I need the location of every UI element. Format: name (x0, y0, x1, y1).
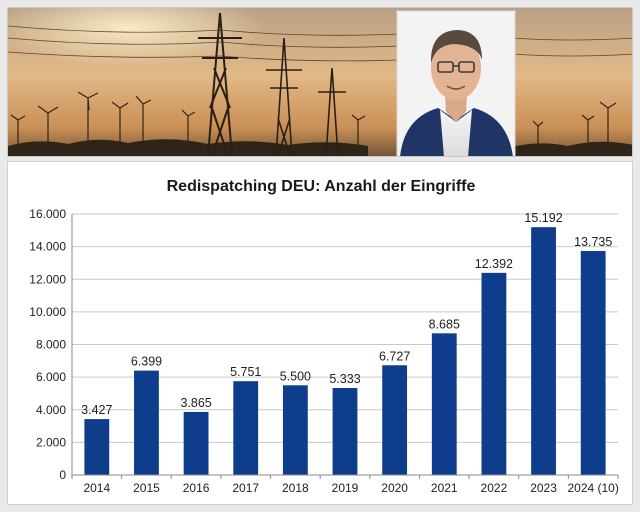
chart-panel: Redispatching DEU: Anzahl der Eingriffe … (7, 161, 633, 505)
wind-turbine-icon (10, 91, 617, 156)
bar-2018 (282, 385, 308, 475)
pylon-icon (198, 12, 242, 156)
portrait-photo (396, 10, 516, 156)
x-tick-label: 2022 (481, 481, 508, 495)
bar-2021 (431, 333, 457, 475)
y-tick-label: 16.000 (29, 207, 66, 221)
value-labels: 3.427 6.399 3.865 5.751 5.500 5.333 6.727 8.685… (81, 211, 612, 417)
bar-2023 (531, 227, 556, 475)
value-label: 6.399 (131, 355, 162, 369)
x-tick-label: 2021 (431, 481, 458, 495)
bar-2022 (481, 272, 507, 475)
value-label: 5.500 (280, 369, 311, 383)
value-label: 6.727 (379, 349, 410, 363)
landscape-photo (8, 8, 632, 156)
bar-2016 (183, 411, 209, 475)
x-tick-label: 2017 (232, 481, 259, 495)
y-tick-label: 2.000 (36, 435, 66, 449)
x-tick-label: 2015 (133, 481, 160, 495)
y-tick-label: 4.000 (36, 403, 66, 417)
y-tick-label: 10.000 (29, 305, 66, 319)
value-label: 8.685 (429, 317, 460, 331)
x-tick-label: 2014 (83, 481, 110, 495)
bar-chart: Redispatching DEU: Anzahl der Eingriffe … (29, 178, 619, 495)
y-tick-label: 0 (59, 468, 66, 482)
bar-2014 (84, 419, 110, 475)
x-tick-label: 2020 (381, 481, 408, 495)
value-label: 15.192 (524, 211, 562, 225)
value-label: 3.865 (180, 396, 211, 410)
value-label: 5.751 (230, 365, 261, 379)
y-tick-label: 6.000 (36, 370, 66, 384)
y-tick-label: 8.000 (36, 338, 66, 352)
y-tick-label: 12.000 (29, 272, 66, 286)
header-banner (7, 7, 633, 157)
x-tick-label: 2018 (282, 481, 309, 495)
value-label: 12.392 (475, 257, 513, 271)
chart-title: Redispatching DEU: Anzahl der Eingriffe (167, 178, 476, 195)
bar-2024-10 (580, 250, 606, 475)
x-tick-label: 2019 (332, 481, 359, 495)
bar-2017 (233, 381, 259, 475)
bars (84, 227, 606, 475)
y-tick-label: 14.000 (29, 240, 66, 254)
x-tick-label: 2016 (183, 481, 210, 495)
x-tick-label: 2024 (10) (567, 481, 618, 495)
banner-photo (8, 8, 632, 156)
x-axis-ticks: 2014 2015 2016 2017 2018 2019 2020 2021 2022 2023… (71, 475, 619, 495)
bar-2015 (134, 370, 159, 475)
value-label: 3.427 (81, 403, 112, 417)
value-label: 13.735 (574, 235, 612, 249)
y-axis-ticks: 0 2.000 4.000 6.000 8.000 10.000 12.000 14.000 1… (29, 207, 66, 482)
x-tick-label: 2023 (530, 481, 557, 495)
bar-2020 (382, 365, 408, 475)
bar-2019 (332, 388, 358, 475)
value-label: 5.333 (329, 372, 360, 386)
